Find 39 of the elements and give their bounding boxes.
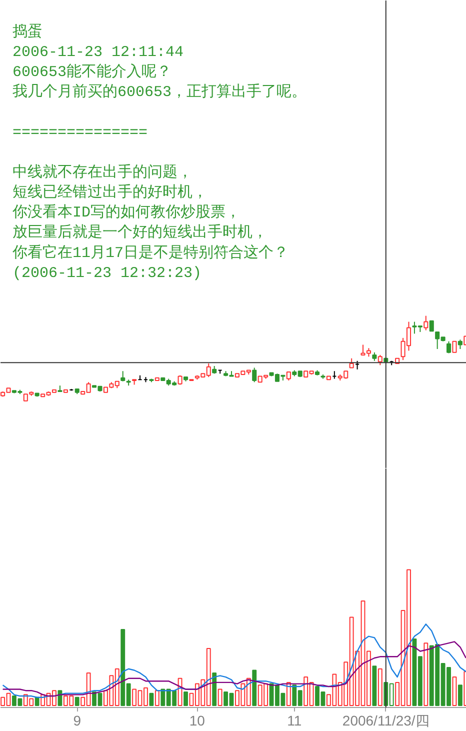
text: 你没看本ID写的如何教你炒股票， xyxy=(12,204,241,222)
x-tick-label: 2006/11/23/四 xyxy=(342,712,430,728)
text: 我几个月前买的600653，正打算出手了呢。 xyxy=(12,83,307,102)
candlestick xyxy=(349,358,354,368)
text: 捣蛋 xyxy=(12,22,42,41)
text: 2006-11-23 12:11:44 xyxy=(12,44,184,61)
text: 你看它在11月17日是不是特别符合这个？ xyxy=(12,244,289,262)
text: 600653能不能介入呢？ xyxy=(12,63,172,82)
candlestick xyxy=(120,370,126,382)
x-tick-label: 10 xyxy=(189,712,206,728)
bar xyxy=(184,691,188,706)
bar xyxy=(252,670,257,706)
bar xyxy=(212,672,217,706)
bar xyxy=(178,678,182,706)
bar xyxy=(378,668,382,706)
candlestick xyxy=(452,340,457,353)
candlestick xyxy=(424,315,428,331)
candlestick xyxy=(429,320,434,332)
candlestick xyxy=(458,339,462,350)
text: =============== xyxy=(12,124,148,142)
text: 短线已经错过出手的好时机， xyxy=(12,184,208,202)
bar xyxy=(154,690,160,706)
bar xyxy=(58,690,62,706)
x-tick-label: 9 xyxy=(73,712,82,728)
bar xyxy=(286,682,291,706)
candlestick xyxy=(252,367,257,383)
text: (2006-11-23 12:32:23) xyxy=(12,264,202,282)
text: 中线就不存在出手的问题， xyxy=(12,163,192,182)
text: 放巨量后就是一个好的短线出手时机， xyxy=(12,224,268,242)
bar xyxy=(218,688,222,706)
bar xyxy=(424,642,428,706)
bar xyxy=(458,684,462,706)
bar xyxy=(452,676,457,706)
bar xyxy=(149,692,154,706)
bar xyxy=(34,696,40,706)
bar xyxy=(74,696,80,706)
candlestick xyxy=(378,354,382,366)
x-tick-label: 11 xyxy=(287,712,302,728)
bar xyxy=(372,666,377,706)
